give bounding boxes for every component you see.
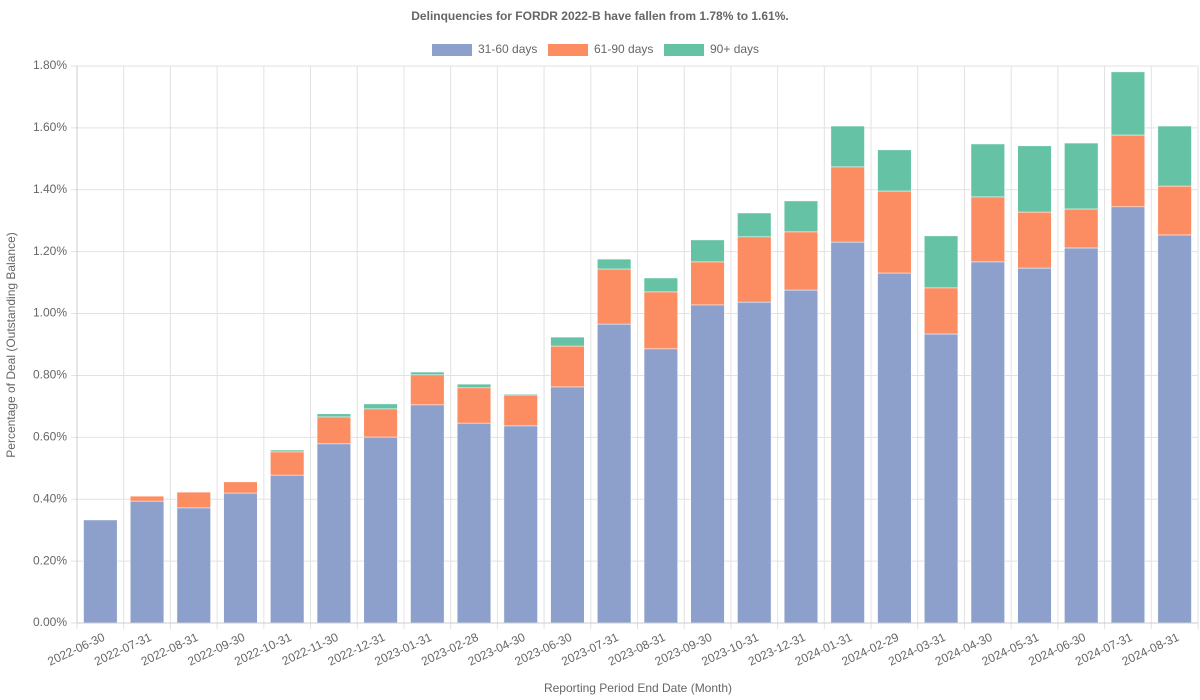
legend-label: 90+ days (710, 42, 759, 56)
bar-segment (690, 261, 725, 306)
legend-swatch (432, 44, 472, 56)
bar-segment (270, 449, 305, 453)
legend-label: 61-90 days (594, 42, 653, 56)
bar-segment (970, 143, 1005, 198)
legend-swatch (548, 44, 588, 56)
y-tick-label: 0.80% (33, 368, 67, 382)
bar-segment (643, 291, 678, 350)
bar-segment (129, 500, 165, 624)
y-axis-label: Percentage of Deal (Outstanding Balance) (4, 232, 18, 457)
bar-segment (924, 287, 959, 335)
bar-segment (316, 443, 351, 624)
bar-segment (410, 404, 445, 624)
legend-swatch (664, 44, 704, 56)
bar-segment (830, 241, 865, 624)
y-tick-label: 0.60% (33, 430, 67, 444)
y-tick-label: 0.40% (33, 491, 67, 505)
bar-segment (550, 345, 585, 388)
bar-segment (783, 231, 819, 291)
bar-segment (503, 394, 538, 427)
bar-segment (783, 200, 819, 233)
bar-segment (597, 323, 632, 624)
bar-segment (877, 149, 912, 192)
bar-segment (129, 495, 165, 502)
y-tick-label: 0.00% (33, 615, 67, 629)
y-tick-label: 0.20% (33, 553, 67, 567)
legend-label: 31-60 days (478, 42, 537, 56)
bar-segment (503, 393, 538, 396)
bar-segment (270, 474, 305, 624)
bar-segment (1157, 125, 1192, 187)
bar-segment (1017, 211, 1052, 269)
bar-segment (643, 348, 678, 624)
bar-segment (690, 304, 725, 624)
bar-segment (970, 261, 1005, 624)
bar-segment (1110, 134, 1146, 208)
bar-segment (270, 451, 305, 476)
bar-segment (690, 239, 725, 263)
bar-segment (83, 519, 118, 624)
bar-segment (410, 371, 445, 376)
bar-segment (1157, 185, 1192, 236)
y-tick-label: 1.20% (33, 244, 67, 258)
bar-segment (1110, 206, 1146, 624)
bar-segment (363, 408, 398, 438)
bar-segment (830, 125, 865, 168)
bar-segment (1064, 208, 1099, 249)
bar-segment (223, 481, 258, 494)
bar-segment (316, 416, 351, 445)
bar-segment (737, 212, 772, 238)
bar-segment (223, 492, 258, 624)
bar-segment (877, 190, 912, 274)
bar-segment (783, 289, 819, 624)
bar-segment (970, 196, 1005, 263)
bar-segment (1064, 142, 1099, 210)
bar-segment (1157, 234, 1192, 624)
bar-segment (410, 374, 445, 406)
bar-segment (363, 436, 398, 624)
bar-segment (597, 268, 632, 325)
bar-segment (877, 272, 912, 624)
bar-segment (456, 383, 492, 389)
bar-segment (1064, 247, 1099, 624)
bar-segment (924, 235, 959, 289)
bar-segment (737, 236, 772, 303)
bar-segment (830, 166, 865, 243)
bar-segment (1110, 71, 1146, 136)
bar-segment (176, 507, 211, 624)
bar-segment (643, 277, 678, 293)
bar-segment (597, 258, 632, 270)
bar-segment (1017, 267, 1052, 624)
bar-segment (737, 301, 772, 624)
bar-segment (176, 491, 211, 509)
y-tick-label: 1.80% (33, 58, 67, 72)
x-axis-label: Reporting Period End Date (Month) (544, 681, 732, 695)
bar-segment (316, 413, 351, 418)
chart-title: Delinquencies for FORDR 2022-B have fall… (411, 9, 788, 23)
bar-segment (456, 387, 492, 424)
bar-segment (456, 422, 492, 624)
y-tick-label: 1.40% (33, 182, 67, 196)
bar-segment (503, 425, 538, 624)
bar-segment (1017, 145, 1052, 213)
bar-segment (363, 403, 398, 410)
y-tick-label: 1.00% (33, 306, 67, 320)
y-tick-label: 1.60% (33, 120, 67, 134)
bar-segment (550, 336, 585, 347)
bar-segment (550, 386, 585, 624)
bar-segment (924, 333, 959, 624)
